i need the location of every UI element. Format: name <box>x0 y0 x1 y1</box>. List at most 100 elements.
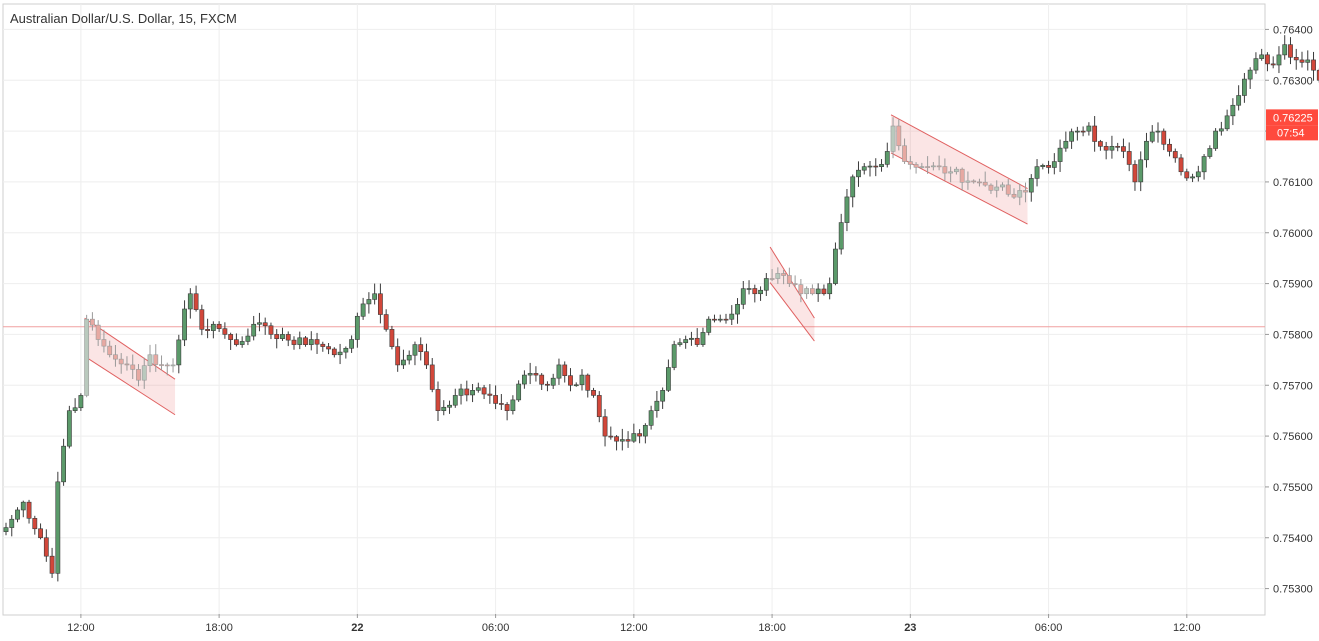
candle-body <box>740 288 746 305</box>
candle-body <box>1023 190 1028 193</box>
candle <box>1172 148 1178 163</box>
candle-body <box>1069 131 1074 142</box>
candle-body <box>147 354 153 366</box>
candle <box>936 155 942 171</box>
candle <box>498 394 504 410</box>
candle-body <box>1276 54 1282 66</box>
candle-body <box>159 364 164 366</box>
candle-body <box>585 374 591 391</box>
candle <box>1299 51 1305 68</box>
candle-body <box>1172 151 1178 159</box>
y-tick-label: 0.76100 <box>1273 177 1313 189</box>
candle-body <box>470 390 475 396</box>
price-label-bg <box>1266 109 1318 126</box>
candle <box>1242 72 1247 103</box>
candle-body <box>435 389 441 411</box>
candle <box>1213 128 1218 151</box>
candle-body <box>902 145 907 162</box>
candle <box>694 328 700 347</box>
candle-body <box>1224 115 1230 130</box>
candle <box>1316 68 1319 83</box>
candle-body <box>1074 130 1080 133</box>
candle-body <box>850 176 856 198</box>
candle <box>147 344 153 373</box>
candle-body <box>988 184 994 191</box>
candle <box>953 166 959 175</box>
candle <box>562 361 568 383</box>
candle <box>1051 153 1057 175</box>
candle-body <box>464 388 470 396</box>
candle <box>907 155 913 170</box>
candle-body <box>579 374 585 386</box>
candle <box>631 423 637 443</box>
chart-title: Australian Dollar/U.S. Dollar, 15, FXCM <box>10 11 237 26</box>
candle <box>1161 128 1167 151</box>
candle-body <box>216 323 222 329</box>
candle <box>124 356 130 371</box>
candle-body <box>372 293 378 300</box>
candle-body <box>176 339 182 366</box>
candle-body <box>164 364 170 367</box>
candle <box>90 312 95 331</box>
candle-body <box>38 528 43 539</box>
candle-body <box>712 318 717 321</box>
candle <box>873 158 879 177</box>
candle-body <box>222 328 228 335</box>
candle-body <box>291 339 297 345</box>
candle <box>424 343 429 369</box>
candle <box>861 163 867 175</box>
candle <box>1236 85 1242 111</box>
candle-body <box>20 501 26 511</box>
candle-body <box>1184 171 1190 179</box>
candle <box>164 362 170 376</box>
candle-body <box>965 180 971 183</box>
candle-body <box>268 325 274 335</box>
candle-body <box>1063 140 1069 149</box>
candle <box>648 405 654 430</box>
current-price-marker: 0.76225 07:54 <box>1266 109 1318 141</box>
candle <box>389 325 395 350</box>
candle <box>429 358 435 393</box>
candle-body <box>504 404 510 411</box>
candle <box>712 314 717 323</box>
candle-body <box>429 364 435 390</box>
candle <box>1207 145 1213 159</box>
candle-body <box>1270 63 1276 66</box>
candle <box>942 158 948 181</box>
candle-body <box>257 322 262 325</box>
candle <box>723 313 729 324</box>
candle-body <box>758 289 763 295</box>
candle-body <box>936 165 942 168</box>
candle-body <box>199 309 205 330</box>
candle-body <box>648 410 654 426</box>
candle <box>205 318 210 339</box>
candle <box>516 380 522 402</box>
candle <box>1293 48 1299 70</box>
candle-body <box>343 347 349 353</box>
candle <box>527 362 533 385</box>
candle <box>700 327 706 347</box>
candle-body <box>689 337 694 340</box>
candle-body <box>533 373 539 376</box>
candle <box>815 283 821 302</box>
candle-body <box>274 334 280 339</box>
candle-body <box>867 165 873 168</box>
candle-body <box>1305 59 1311 63</box>
candle <box>689 331 694 346</box>
candle <box>38 523 43 540</box>
candle <box>982 171 988 187</box>
candle-body <box>26 501 32 519</box>
x-tick-label: 12:00 <box>620 622 648 634</box>
candle-body <box>596 395 602 418</box>
candle-body <box>1121 146 1126 152</box>
candle-body <box>15 509 20 520</box>
candle-body <box>706 318 712 333</box>
candle <box>1028 174 1034 202</box>
candle-body <box>297 337 303 345</box>
candle <box>1132 160 1138 191</box>
candle-body <box>1316 69 1319 81</box>
candle <box>602 409 608 447</box>
candle <box>856 161 861 187</box>
candle-body <box>527 373 533 376</box>
